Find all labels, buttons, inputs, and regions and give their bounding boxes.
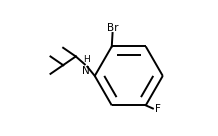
- Text: F: F: [155, 103, 161, 114]
- Text: H: H: [83, 55, 89, 64]
- Text: N: N: [82, 66, 90, 76]
- Text: Br: Br: [107, 23, 118, 33]
